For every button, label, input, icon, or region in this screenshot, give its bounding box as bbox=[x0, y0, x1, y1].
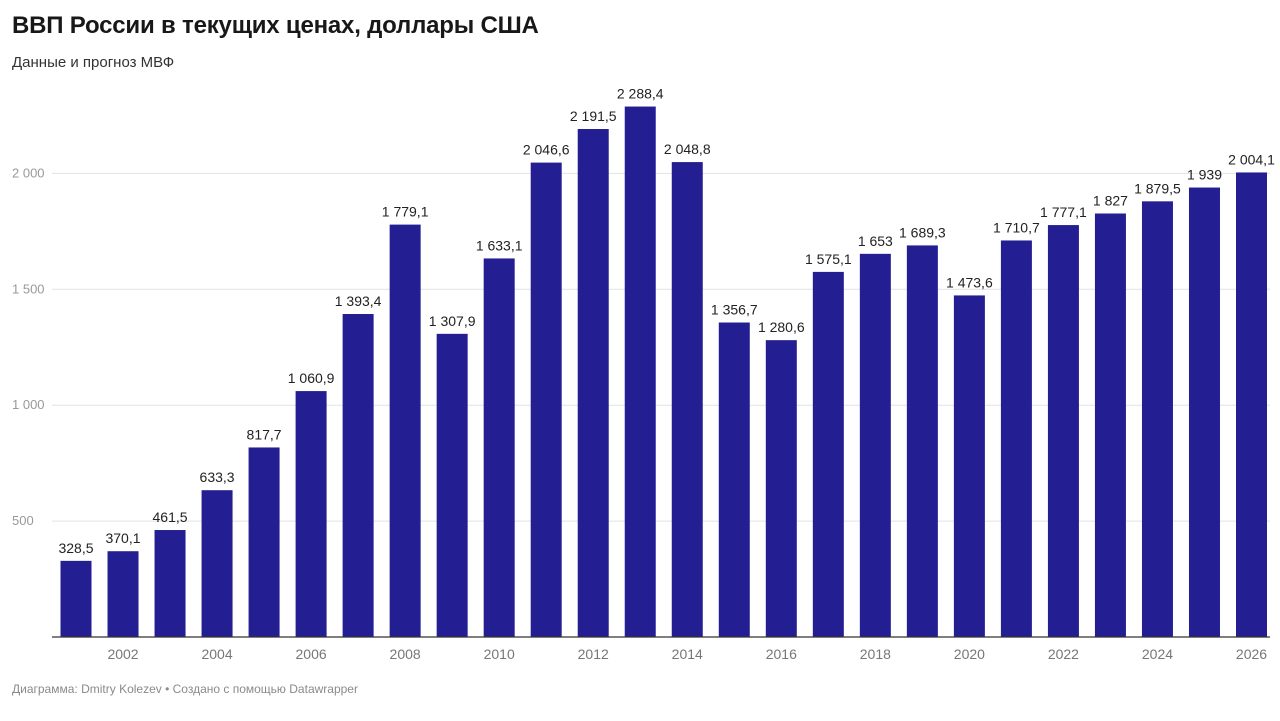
x-tick-label: 2016 bbox=[766, 646, 797, 662]
y-tick-label: 500 bbox=[12, 513, 34, 528]
x-tick-label: 2004 bbox=[201, 646, 232, 662]
bar-value-label: 1 060,9 bbox=[288, 370, 335, 386]
bar bbox=[577, 129, 609, 637]
bar bbox=[389, 224, 421, 637]
bar-value-label: 1 575,1 bbox=[805, 251, 852, 267]
bar bbox=[201, 490, 233, 637]
x-tick-label: 2026 bbox=[1236, 646, 1267, 662]
bar-value-label: 1 939 bbox=[1187, 167, 1222, 183]
y-tick-label: 1 000 bbox=[12, 397, 45, 412]
bar bbox=[60, 560, 92, 637]
bar-value-label: 1 879,5 bbox=[1134, 180, 1181, 196]
bar-value-label: 1 827 bbox=[1093, 193, 1128, 209]
bar bbox=[1000, 240, 1032, 637]
bar-value-label: 1 689,3 bbox=[899, 224, 946, 240]
bar bbox=[671, 162, 703, 637]
bar-value-label: 1 653 bbox=[858, 233, 893, 249]
x-tick-label: 2008 bbox=[390, 646, 421, 662]
bar-value-label: 1 393,4 bbox=[335, 293, 382, 309]
bar-value-label: 1 280,6 bbox=[758, 319, 805, 335]
bar-value-label: 2 004,1 bbox=[1228, 151, 1275, 167]
bar bbox=[953, 295, 985, 637]
bar bbox=[1141, 201, 1173, 637]
bar-value-label: 817,7 bbox=[247, 426, 282, 442]
bar-value-label: 1 710,7 bbox=[993, 219, 1040, 235]
bar bbox=[436, 333, 468, 637]
bar-value-label: 1 777,1 bbox=[1040, 204, 1087, 220]
bar-value-label: 1 356,7 bbox=[711, 302, 758, 318]
bar bbox=[295, 391, 327, 637]
bar bbox=[859, 253, 891, 637]
bar-value-label: 1 473,6 bbox=[946, 274, 993, 290]
x-tick-label: 2024 bbox=[1142, 646, 1173, 662]
bar-value-label: 461,5 bbox=[153, 509, 188, 525]
bar bbox=[530, 162, 562, 637]
x-tick-label: 2012 bbox=[578, 646, 609, 662]
bar bbox=[765, 340, 797, 637]
bar bbox=[154, 530, 186, 637]
bar-value-label: 2 191,5 bbox=[570, 108, 617, 124]
bar bbox=[248, 447, 280, 637]
x-tick-label: 2020 bbox=[954, 646, 985, 662]
bar bbox=[718, 322, 750, 637]
footer-credit: Диаграмма: Dmitry Kolezev • Создано с по… bbox=[12, 682, 358, 696]
bar bbox=[1236, 172, 1267, 637]
bar-value-label: 1 633,1 bbox=[476, 237, 523, 253]
bar bbox=[342, 314, 374, 637]
bar bbox=[624, 106, 656, 637]
bar-value-label: 1 779,1 bbox=[382, 204, 429, 220]
bar bbox=[483, 258, 515, 637]
bar-value-label: 2 048,8 bbox=[664, 141, 711, 157]
x-tick-label: 2022 bbox=[1048, 646, 1079, 662]
x-tick-label: 2002 bbox=[107, 646, 138, 662]
y-tick-label: 2 000 bbox=[12, 165, 45, 180]
x-tick-label: 2006 bbox=[296, 646, 327, 662]
bar bbox=[1047, 225, 1079, 637]
bar-value-label: 1 307,9 bbox=[429, 313, 476, 329]
bar bbox=[1094, 213, 1126, 637]
bar-value-label: 2 046,6 bbox=[523, 142, 570, 158]
bar-value-label: 2 288,4 bbox=[617, 86, 664, 102]
bar bbox=[906, 245, 938, 637]
x-tick-label: 2010 bbox=[484, 646, 515, 662]
y-tick-label: 1 500 bbox=[12, 281, 45, 296]
bar-value-label: 633,3 bbox=[200, 469, 235, 485]
bar-value-label: 328,5 bbox=[58, 540, 93, 556]
x-tick-label: 2018 bbox=[860, 646, 891, 662]
bar bbox=[1188, 187, 1220, 637]
bar bbox=[107, 551, 139, 637]
chart-title: ВВП России в текущих ценах, доллары США bbox=[12, 12, 539, 39]
x-tick-label: 2014 bbox=[672, 646, 703, 662]
chart-subtitle: Данные и прогноз МВФ bbox=[12, 54, 175, 71]
bar-value-label: 370,1 bbox=[105, 530, 140, 546]
bar bbox=[812, 271, 844, 637]
